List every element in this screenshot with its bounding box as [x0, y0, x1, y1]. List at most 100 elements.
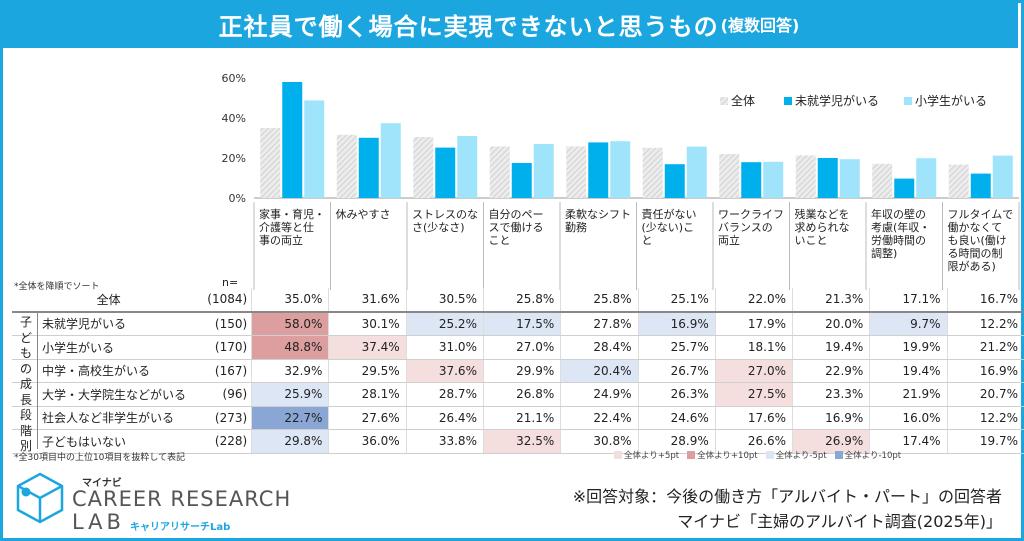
- table-cell: 27.6%: [328, 406, 407, 430]
- table-cell: 30.1%: [328, 311, 407, 336]
- table-cell: 16.9%: [637, 311, 716, 336]
- table-cell: 28.7%: [405, 382, 484, 407]
- table-cell: 26.9%: [792, 429, 870, 454]
- table-cell: 16.0%: [869, 406, 948, 430]
- bar: [610, 141, 631, 198]
- table-cell: 18.1%: [714, 335, 793, 360]
- y-tick-label: 60%: [222, 72, 246, 85]
- shade-legend-item: 全体より-5pt: [765, 449, 827, 461]
- table-cell: 20.0%: [792, 311, 870, 336]
- table-cell: 26.6%: [714, 429, 793, 454]
- bar: [664, 164, 685, 198]
- table-cell: 17.9%: [714, 311, 793, 336]
- row-n: (167): [203, 359, 252, 383]
- bar: [948, 164, 969, 198]
- shade-swatch: [834, 451, 843, 459]
- bar: [741, 162, 762, 198]
- table-cell: 58.0%: [251, 311, 329, 336]
- row-label: 中学・高校生がいる: [12, 359, 204, 383]
- table-cell: 29.9%: [482, 359, 561, 383]
- source-survey: マイナビ「主婦のアルバイト調査(2025年)」: [677, 512, 1002, 531]
- table-cell: 25.8%: [482, 288, 561, 313]
- table-cell: 25.9%: [251, 382, 329, 407]
- bar: [413, 137, 434, 198]
- table-cell: 16.9%: [792, 406, 870, 430]
- bar: [795, 155, 816, 198]
- n-header: n=: [222, 276, 239, 289]
- table-cell: 25.7%: [637, 335, 716, 360]
- table-cell: 29.8%: [251, 429, 329, 454]
- x-category-label: 休みやすさ: [336, 208, 391, 221]
- table-cell: 21.9%: [869, 382, 948, 407]
- bar: [435, 147, 456, 198]
- table-cell: 28.1%: [328, 382, 407, 407]
- table-cell: 19.4%: [792, 335, 870, 360]
- x-category-label: 残業などを求められないこと: [795, 207, 850, 247]
- bar: [817, 158, 838, 198]
- table-cell: 22.7%: [251, 406, 329, 430]
- shade-legend: 全体より+5pt 全体より+10pt 全体より-5pt 全体より-10pt: [614, 449, 901, 461]
- table-cell: 22.9%: [792, 359, 870, 383]
- legend-label: 全体: [731, 93, 755, 108]
- table-cell: 27.0%: [714, 359, 793, 383]
- shade-legend-item: 全体より-10pt: [834, 449, 902, 461]
- shade-label: 全体より-10pt: [844, 451, 902, 461]
- bar: [304, 100, 325, 198]
- table-cell: 32.5%: [482, 429, 561, 454]
- row-label: 社会人など非学生がいる: [12, 406, 204, 430]
- shade-swatch: [614, 451, 622, 459]
- table-cell: 27.5%: [714, 382, 793, 407]
- table-cell: 17.4%: [869, 429, 948, 454]
- row-label: 子どもはいない: [12, 429, 204, 454]
- x-category-label: 責任がない(少ない)こと: [642, 207, 697, 247]
- table-cell: 21.1%: [482, 406, 561, 430]
- table-cell: 30.5%: [405, 288, 484, 313]
- table-cell: 33.8%: [405, 429, 484, 454]
- shade-label: 全体より-5pt: [775, 451, 827, 461]
- table-row: 未就学児がいる (150) 58.0% 30.1% 25.2% 17.5% 27.8% 16.…: [12, 311, 1024, 336]
- table-cell: 23.3%: [792, 382, 870, 407]
- bar: [380, 123, 401, 198]
- table-row: 社会人など非学生がいる (273) 22.7% 27.6% 26.4% 21.1% 22.4…: [12, 406, 1024, 430]
- x-category-label: 柔軟なシフト勤務: [565, 207, 631, 234]
- brand-kana: キャリアリサーチLab: [130, 522, 231, 533]
- chart-title: 正社員で働く場合に実現できないと思うもの: [218, 12, 719, 41]
- bar: [457, 136, 478, 198]
- table-cell: 28.9%: [637, 429, 716, 454]
- table-cell: 26.8%: [482, 382, 561, 407]
- table-cell: 29.5%: [328, 359, 407, 383]
- table-cell: 22.4%: [560, 406, 638, 430]
- table-cell: 16.7%: [946, 288, 1024, 313]
- data-table: 全体 (1084) 35.0% 31.6% 30.5% 25.8% 25.8% 25.1% 22…: [12, 288, 1024, 454]
- title-bar: 正社員で働く場合に実現できないと思うもの (複数回答): [0, 0, 1018, 48]
- table-cell: 26.4%: [405, 406, 484, 430]
- table-cell: 27.0%: [482, 335, 561, 360]
- table-cell: 12.2%: [946, 406, 1024, 430]
- table-cell: 19.4%: [869, 359, 948, 383]
- row-n: (228): [203, 429, 252, 454]
- x-category-label: 年収の壁の考慮(年収・労働時間の調整): [871, 207, 930, 260]
- table-cell: 32.9%: [251, 359, 329, 383]
- bar: [358, 137, 379, 198]
- bar: [992, 155, 1013, 198]
- row-label: 未就学児がいる: [12, 311, 204, 336]
- shade-legend-item: 全体より+10pt: [687, 449, 758, 461]
- x-category-label: 自分のペースで働けること: [489, 208, 544, 247]
- row-label: 大学・大学院生などがいる: [12, 382, 204, 407]
- bar: [894, 178, 915, 198]
- row-label: 小学生がいる: [12, 335, 204, 360]
- table-cell: 37.6%: [405, 359, 484, 383]
- bar: [511, 163, 532, 198]
- table-row: 中学・高校生がいる (167) 32.9% 29.5% 37.6% 29.9% 20.4% 2…: [12, 359, 1024, 383]
- table-cell: 19.7%: [946, 429, 1024, 454]
- x-category-label: ワークライフバランスの両立: [718, 208, 784, 247]
- bar: [642, 147, 663, 198]
- bar: [336, 134, 357, 198]
- table-cell: 31.6%: [328, 288, 407, 313]
- bar: [260, 128, 281, 198]
- row-n: (150): [203, 311, 252, 336]
- table-cell: 21.3%: [792, 288, 870, 313]
- bar: [588, 142, 609, 198]
- table-cell: 26.3%: [637, 382, 716, 407]
- table-cell: 24.6%: [637, 406, 716, 430]
